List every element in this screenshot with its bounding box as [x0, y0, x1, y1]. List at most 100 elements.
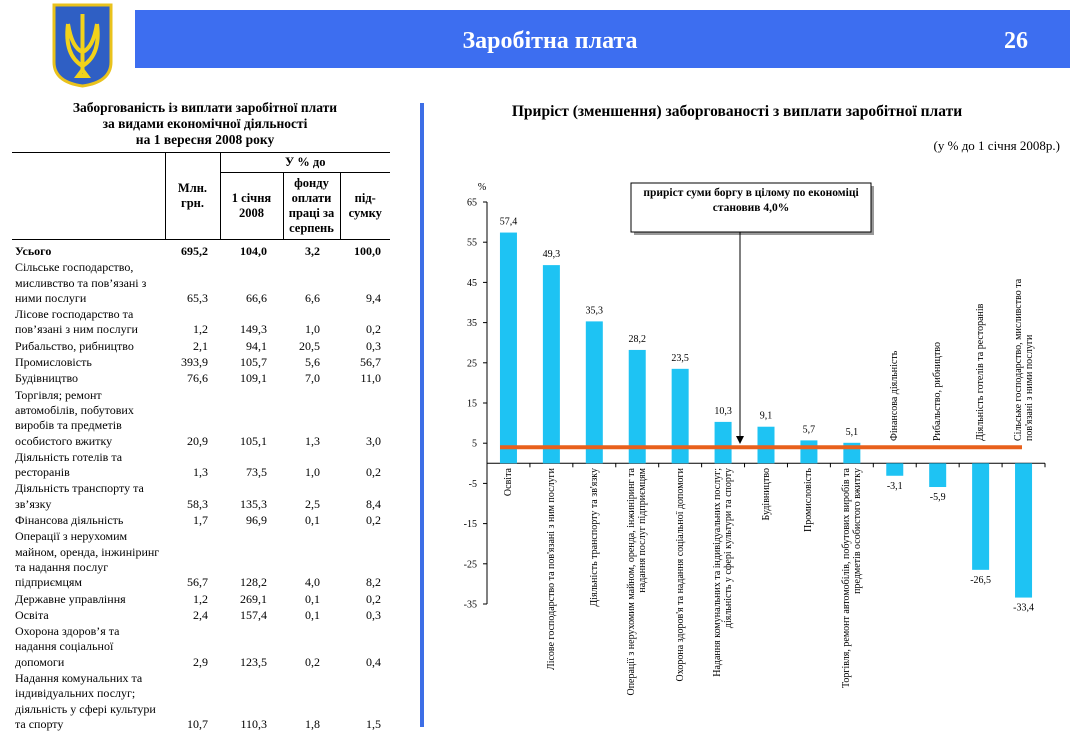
x-tick-label: Діяльність готелів та ресторанів — [975, 303, 987, 442]
table-row: Промисловість 393,9 105,7 5,6 56,7 — [12, 354, 390, 370]
table-cell: 105,1 — [240, 433, 267, 448]
table-row: Надання комунальних та індивідуальних по… — [12, 670, 390, 732]
table-cell: 0,1 — [305, 591, 320, 606]
row-label: Операції з нерухомим майном, оренда, інж… — [15, 529, 160, 590]
row-label: Діяльність готелів та ресторанів — [15, 449, 123, 480]
y-tick-label: 45 — [467, 278, 477, 289]
table-cell: 7,0 — [305, 371, 320, 386]
value-label: -5,9 — [930, 492, 946, 503]
row-label: Діяльність транспорту та зв’язку — [15, 481, 144, 511]
table-cell: 3,0 — [366, 433, 381, 448]
y-tick-label: 65 — [467, 198, 477, 209]
table-cell: 11,0 — [360, 371, 381, 386]
row-label: Торгівля; ремонт автомобілів, побутових … — [15, 387, 134, 448]
coat-of-arms — [52, 3, 113, 88]
table-cell: 8,4 — [366, 496, 381, 511]
table-cell: 0,3 — [366, 338, 381, 353]
table-row: Рибальство, рибництво 2,1 94,1 20,5 0,3 — [12, 338, 390, 354]
x-tick-label: Фінансова діяльність — [889, 350, 901, 442]
table-title: Заборгованість із виплати заробітної пла… — [20, 100, 390, 148]
table-body: Усього 695,2 104,0 3,2 100,0 Сільське господа… — [12, 240, 390, 733]
table-cell: 109,1 — [240, 371, 267, 386]
bar — [1015, 463, 1033, 598]
table-cell: 123,5 — [240, 654, 267, 669]
value-label: 9,1 — [760, 411, 773, 422]
table-cell: 66,6 — [246, 290, 267, 305]
table-row: Охорона здоров’я та надання соціальної д… — [12, 623, 390, 670]
x-tick-label: Торгівля, ремонт автомобілів, побутових … — [840, 468, 863, 689]
table-cell: 2,9 — [193, 654, 208, 669]
table-row: Діяльність готелів та ресторанів 1,3 73,5 1… — [12, 449, 390, 481]
table-cell: 0,3 — [366, 607, 381, 622]
value-label: 5,1 — [846, 427, 859, 438]
y-tick-label: 55 — [467, 238, 477, 249]
x-tick-label: Діяльність транспорту та зв'язку — [588, 468, 600, 607]
table-cell: 6,6 — [305, 290, 320, 305]
value-label: 10,3 — [714, 406, 732, 417]
table-cell: 1,0 — [305, 322, 320, 337]
table-cell: 56,7 — [360, 355, 381, 370]
table-cell: 0,2 — [366, 513, 381, 528]
table-row: Фінансова діяльність 1,7 96,9 0,1 0,2 — [12, 512, 390, 528]
value-label: 35,3 — [586, 305, 604, 316]
header-cell — [12, 152, 165, 240]
table-cell: 1,2 — [193, 591, 208, 606]
table-cell: 8,2 — [366, 575, 381, 590]
table-cell: 0,2 — [366, 322, 381, 337]
value-label: 23,5 — [671, 353, 689, 364]
table-cell: 1,0 — [305, 465, 320, 480]
row-label: Освіта — [15, 607, 49, 622]
chart-title: Приріст (зменшення) заборгованості з вип… — [512, 103, 962, 120]
x-tick-label: Сільське господарство, мисливство та пов… — [1012, 279, 1035, 442]
table-cell: 56,7 — [187, 575, 208, 590]
value-label: -3,1 — [887, 481, 903, 492]
x-tick-label: Охорона здоров'я та надання соціальної д… — [674, 468, 686, 682]
table-cell: 269,1 — [240, 591, 267, 606]
row-label: Державне управління — [15, 591, 126, 606]
bar — [929, 463, 947, 488]
table-cell: 135,3 — [240, 496, 267, 511]
value-label: 5,7 — [803, 424, 816, 435]
y-tick-label: 35 — [467, 318, 477, 329]
x-tick-label: Промисловість — [803, 468, 815, 533]
value-label: -33,4 — [1013, 603, 1034, 614]
table-cell: 2,1 — [193, 338, 208, 353]
table-cell: 2,5 — [305, 496, 320, 511]
bar — [757, 426, 775, 464]
table-cell: 393,9 — [181, 355, 208, 370]
bar — [714, 421, 732, 464]
row-label: Будівництво — [15, 371, 79, 386]
header-cell: фонду оплати праці за серпень — [282, 172, 340, 240]
table-cell: 1,3 — [193, 465, 208, 480]
y-tick-label: 25 — [467, 358, 477, 369]
table-cell: 20,5 — [299, 338, 320, 353]
header-banner — [135, 10, 1070, 68]
bar — [499, 232, 517, 464]
table-cell: 0,4 — [366, 654, 381, 669]
row-label: Лісове господарство та пов’язані з ним п… — [15, 307, 138, 337]
row-label: Сільське господарство, мисливство та пов… — [15, 260, 147, 305]
table-cell: 73,5 — [246, 465, 267, 480]
table-cell: 0,2 — [366, 591, 381, 606]
table-cell: 1,8 — [305, 716, 320, 731]
table-row: Сільське господарство, мисливство та пов… — [12, 259, 390, 306]
divider — [420, 103, 424, 727]
header-cell: У % до — [219, 152, 390, 173]
table-cell: 104,0 — [240, 244, 267, 258]
x-tick-label: Операції з нерухомим майном, оренда, інж… — [626, 468, 649, 696]
table-cell: 105,7 — [240, 355, 267, 370]
table-cell: 149,3 — [240, 322, 267, 337]
arrow-head — [736, 436, 744, 444]
y-tick-label: 15 — [467, 399, 477, 410]
annotation-box — [630, 182, 872, 233]
bar — [542, 265, 560, 464]
table-cell: 110,3 — [240, 716, 267, 731]
table-cell: 58,3 — [187, 496, 208, 511]
table-row: Будівництво 76,6 109,1 7,0 11,0 — [12, 370, 390, 386]
y-tick-label: -25 — [464, 559, 477, 570]
table-row: Державне управління 1,2 269,1 0,1 0,2 — [12, 591, 390, 607]
table-cell: 20,9 — [187, 433, 208, 448]
row-label: Промисловість — [15, 355, 92, 370]
table-title-line: на 1 вересня 2008 року — [135, 132, 275, 147]
